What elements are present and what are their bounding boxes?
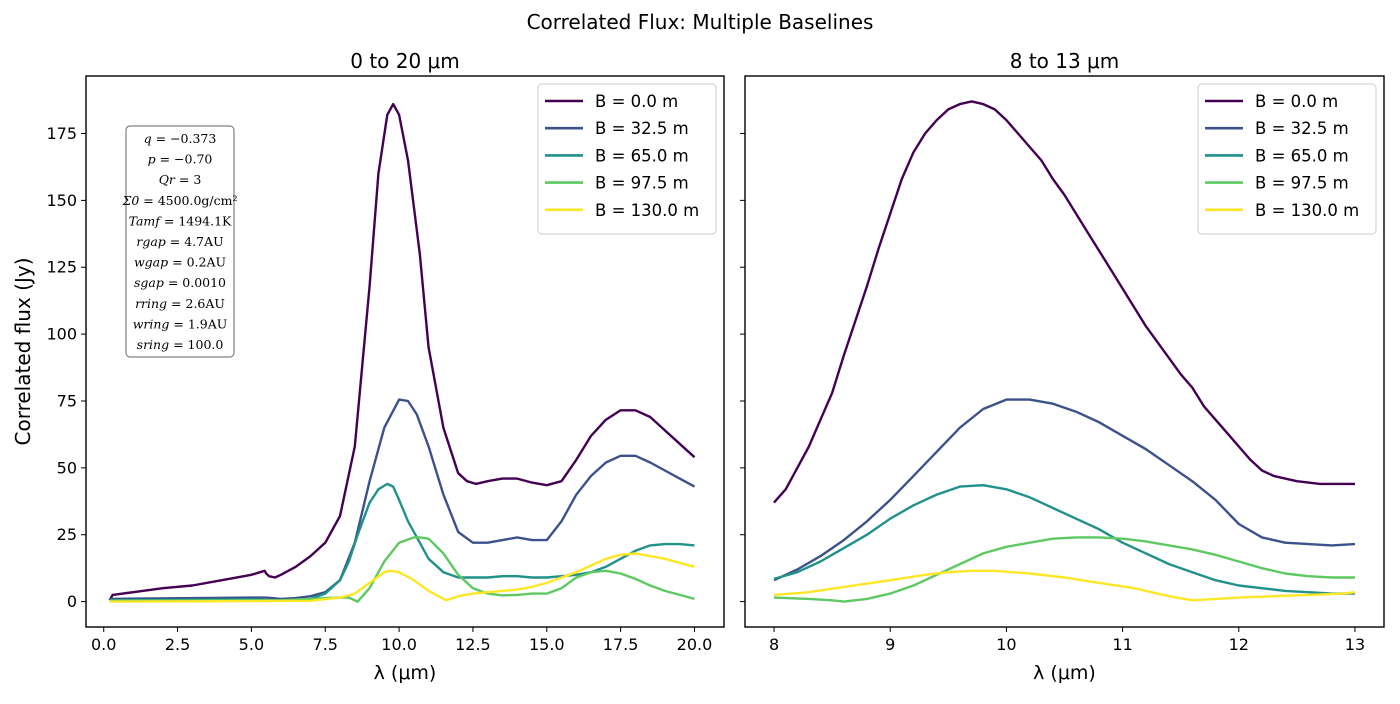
y-tick-label: 175: [46, 124, 77, 143]
parameter-line-6: wgap = 0.2AU: [134, 255, 226, 270]
parameter-line-3: Σ0 = 4500.0g/cm²: [121, 193, 237, 208]
legend-label-4: B = 130.0 m: [595, 201, 699, 220]
legend: B = 0.0 m B = 32.5 m B = 65.0 m B = 97.5 m B…: [1197, 83, 1377, 235]
panel-title: 8 to 13 μm: [1010, 49, 1120, 73]
parameter-box: q = −0.373 p = −0.70 Qr = 3 Σ0 = 4500.0g/cm…: [121, 125, 238, 358]
parameter-line-1: p = −0.70: [148, 152, 213, 167]
y-tick-label: 125: [46, 258, 77, 277]
legend-label-0: B = 0.0 m: [1255, 92, 1338, 111]
series-line-2: [109, 482, 695, 602]
x-tick-label: 7.5: [313, 635, 338, 654]
x-tick-label: 8: [769, 635, 779, 654]
parameter-line-7: sgap = 0.0010: [134, 275, 226, 290]
legend-label-4: B = 130.0 m: [1255, 201, 1359, 220]
x-tick-label: 12.5: [455, 635, 491, 654]
y-tick-label: 75: [57, 391, 77, 410]
series-line-3: [773, 536, 1355, 603]
figure-suptitle: Correlated Flux: Multiple Baselines: [527, 10, 874, 34]
parameter-line-2: Qr = 3: [159, 172, 202, 187]
y-axis-label: Correlated flux (Jy): [11, 258, 35, 446]
parameter-line-10: sring = 100.0: [137, 337, 224, 352]
series-line-3: [109, 536, 695, 603]
y-tick-label: 100: [46, 325, 77, 344]
series-line-4: [773, 569, 1356, 602]
x-tick-label: 10.0: [381, 635, 417, 654]
y-tick-label: 0: [67, 592, 77, 611]
parameter-line-5: rgap = 4.7AU: [136, 234, 223, 249]
y-tick-label: 150: [46, 191, 77, 210]
parameter-line-8: rring = 2.6AU: [135, 296, 225, 311]
plot-frame: [85, 75, 725, 628]
series-group: [108, 102, 696, 603]
y-tick-label: 50: [57, 458, 77, 477]
plot-frame: [744, 75, 1385, 628]
x-axis-label: λ (μm): [1033, 662, 1096, 684]
parameter-box-frame: [125, 125, 235, 358]
x-tick-label: 5.0: [239, 635, 264, 654]
legend-label-3: B = 97.5 m: [595, 174, 689, 193]
legend-box: [537, 83, 717, 235]
series-line-1: [773, 398, 1356, 582]
legend-label-2: B = 65.0 m: [1255, 146, 1349, 165]
legend-label-2: B = 65.0 m: [595, 146, 689, 165]
legend-box: [1197, 83, 1377, 235]
legend-label-3: B = 97.5 m: [1255, 174, 1349, 193]
y-tick-label: 25: [57, 525, 77, 544]
series-group: [773, 100, 1356, 603]
chart-panel-full-range: 0.0 2.5 5.0 7.5 10.0 12.5 15.0 17.5 20.0 0 25 50 75 1…: [11, 49, 725, 684]
series-line-2: [773, 484, 1355, 595]
x-tick-label: 13: [1345, 635, 1365, 654]
x-tick-label: 20.0: [677, 635, 713, 654]
series-line-0: [773, 100, 1355, 504]
parameter-line-0: q = −0.373: [144, 131, 217, 146]
chart-panel-zoom-range: 8 9 10 11 12 13 8 to 13 μm λ (μm) B = 0.0 m B = 3…: [740, 49, 1385, 684]
legend-label-0: B = 0.0 m: [595, 92, 678, 111]
x-tick-label: 10: [996, 635, 1016, 654]
x-tick-label: 2.5: [165, 635, 190, 654]
parameter-line-9: wring = 1.9AU: [133, 316, 228, 331]
x-tick-label: 9: [885, 635, 895, 654]
panel-title: 0 to 20 μm: [350, 49, 460, 73]
x-tick-label: 15.0: [529, 635, 565, 654]
parameter-line-4: Tamf = 1494.1K: [129, 213, 232, 228]
x-tick-label: 0.0: [91, 635, 116, 654]
series-line-0: [108, 102, 696, 601]
x-tick-label: 12: [1229, 635, 1249, 654]
x-tick-label: 17.5: [603, 635, 639, 654]
series-line-4: [109, 552, 695, 603]
legend: B = 0.0 m B = 32.5 m B = 65.0 m B = 97.5 m B…: [537, 83, 717, 235]
legend-label-1: B = 32.5 m: [595, 119, 689, 138]
legend-label-1: B = 32.5 m: [1255, 119, 1349, 138]
x-axis-label: λ (μm): [374, 662, 437, 684]
series-line-1: [109, 398, 696, 601]
x-tick-label: 11: [1112, 635, 1132, 654]
